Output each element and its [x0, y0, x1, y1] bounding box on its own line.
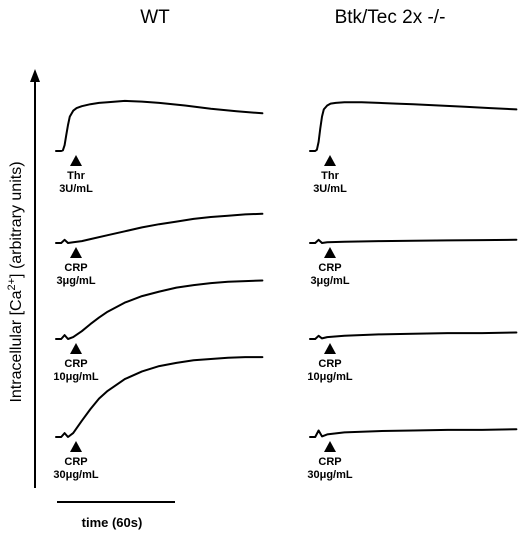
stimulus-arrow-icon	[70, 247, 82, 258]
stimulus-arrow-icon	[324, 247, 336, 258]
stimulus-agent-label: Thr	[321, 170, 339, 182]
y-axis-label-superscript: 2+	[6, 278, 18, 291]
column-title-wt: WT	[140, 7, 170, 28]
stimulus-dose-label: 30μg/mL	[53, 469, 99, 481]
stimulus-agent-label: CRP	[318, 358, 341, 370]
stimulus-agent-label: CRP	[64, 456, 87, 468]
stimulus-dose-label: 30μg/mL	[307, 469, 353, 481]
stimulus-dose-label: 3U/mL	[59, 183, 93, 195]
trace-col1-0	[309, 101, 518, 152]
y-axis-label-tail: ] (arbitrary units)	[8, 161, 25, 277]
trace-col0-0	[55, 99, 264, 152]
stimulus-dose-label: 10μg/mL	[307, 371, 353, 383]
stimulus-arrow-icon	[70, 441, 82, 452]
trace-col1-1	[309, 238, 518, 244]
trace-col0-3	[55, 356, 264, 438]
trace-col0-2	[55, 279, 264, 340]
stimulus-agent-label: CRP	[64, 262, 87, 274]
stimulus-dose-label: 3U/mL	[313, 183, 347, 195]
stimulus-dose-label: 3μg/mL	[56, 275, 95, 287]
stimulus-arrow-icon	[70, 343, 82, 354]
stimulus-dose-label: 10μg/mL	[53, 371, 99, 383]
trace-col1-3	[309, 428, 518, 438]
stimulus-arrow-icon	[324, 155, 336, 166]
y-axis-label: Intracellular [Ca2+] (arbitrary units)	[6, 161, 25, 402]
time-scale-label: time (60s)	[82, 515, 143, 530]
stimulus-agent-label: CRP	[64, 358, 87, 370]
y-axis-label-main: Intracellular [Ca	[8, 290, 25, 402]
stimulus-arrow-icon	[324, 441, 336, 452]
trace-layer: Thr3U/mLCRP3μg/mLCRP10μg/mLCRP30μg/mLThr…	[53, 99, 518, 481]
stimulus-agent-label: CRP	[318, 456, 341, 468]
trace-col0-1	[55, 212, 264, 244]
stimulus-dose-label: 3μg/mL	[310, 275, 349, 287]
column-title-btk-tec: Btk/Tec 2x -/-	[335, 7, 446, 28]
y-axis-arrow	[30, 69, 40, 488]
stimulus-agent-label: Thr	[67, 170, 85, 182]
stimulus-arrow-icon	[324, 343, 336, 354]
stimulus-agent-label: CRP	[318, 262, 341, 274]
stimulus-arrow-icon	[70, 155, 82, 166]
trace-col1-2	[309, 331, 518, 340]
